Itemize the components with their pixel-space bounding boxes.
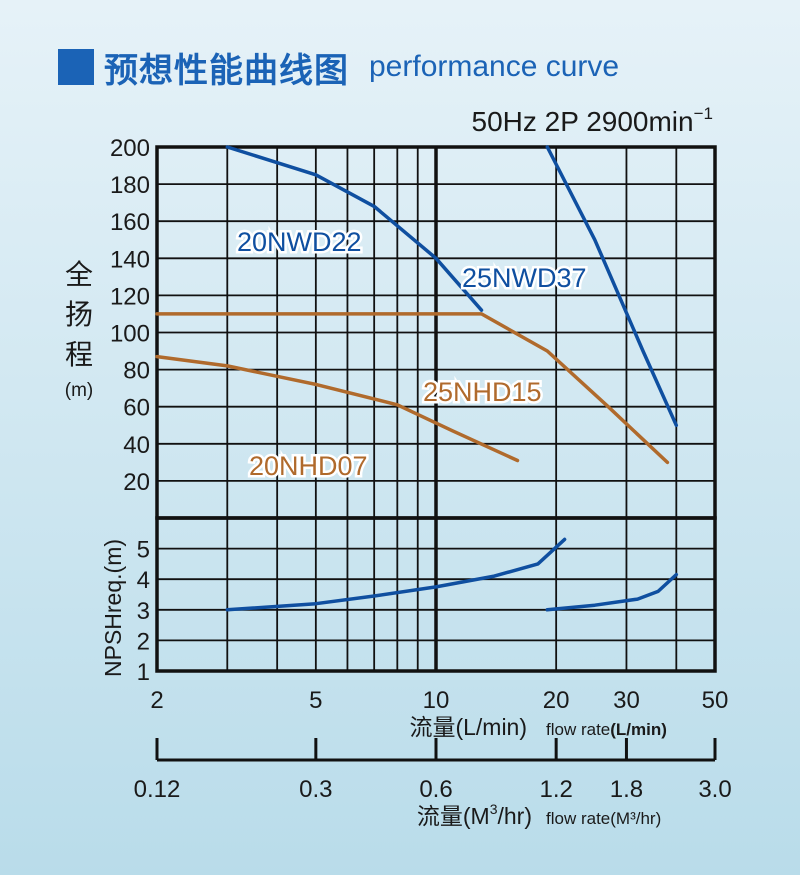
x2-label-unit: (M [463, 803, 490, 829]
x-tick: 50 [702, 687, 729, 714]
x-label-cn: 流量 [409, 715, 455, 741]
x-label-en-unit: (L/min) [610, 720, 667, 739]
head-label-unit: (m) [65, 380, 93, 401]
x2-tick-label: 0.6 [419, 776, 452, 803]
x2-tick-label: 1.2 [539, 776, 572, 803]
x2-label-cn: 流量 [417, 804, 463, 830]
operating-condition: 50Hz 2P 2900min−1 [472, 104, 713, 137]
head-y-tick: 100 [110, 321, 150, 348]
head-y-tick: 80 [123, 358, 150, 385]
curve-25nhd15 [155, 312, 670, 465]
x2-axis: 0.12 0.3 0.6 1.2 1.8 3.0 [134, 738, 732, 803]
label-25nwd37: 25NWD37 [462, 263, 587, 293]
npsh-curves [225, 537, 679, 612]
head-y-tick: 140 [110, 246, 150, 273]
npsh-axis-label: NPSHreq.(m) [100, 539, 126, 677]
x2-axis-label: 流量(M3/hr) flow rate(M³/hr) [417, 801, 661, 830]
head-label-char-2: 扬 [65, 298, 93, 331]
head-label-char-1: 全 [65, 258, 93, 291]
x-tick: 30 [613, 687, 640, 714]
curve-20nwd22 [225, 145, 484, 312]
head-y-tick: 40 [123, 432, 150, 459]
label-20nhd07: 20NHD07 [249, 451, 368, 481]
x2-tick-label: 0.3 [299, 776, 332, 803]
npsh-y-tick: 2 [137, 628, 150, 655]
head-axis-label: 全 扬 程 (m) [65, 258, 93, 401]
npsh-grid [155, 516, 717, 673]
curve-25nwd37 [545, 145, 679, 428]
label-25nhd15: 25NHD15 [423, 377, 542, 407]
head-grid [155, 145, 717, 520]
npsh-frame [155, 516, 717, 673]
x2-tick-label: 1.8 [610, 776, 643, 803]
x2-label-en-unit: (M³/hr) [610, 809, 661, 828]
svg-text:流量(L/min): 流量(L/min) [409, 714, 527, 741]
x-label-unit: (L/min) [455, 714, 527, 740]
x2-tick-label: 0.12 [134, 776, 181, 803]
npsh-y-tick: 3 [137, 598, 150, 625]
head-y-tick: 60 [123, 395, 150, 422]
head-y-tick: 200 [110, 135, 150, 162]
npsh-y-tick: 1 [137, 659, 150, 686]
x-tick: 5 [309, 687, 322, 714]
chart-title-cn: 预想性能曲线图 [104, 50, 349, 91]
label-20nwd22: 20NWD22 [237, 227, 362, 257]
head-y-tick: 160 [110, 209, 150, 236]
head-label-char-3: 程 [65, 338, 93, 371]
svg-text:flow rate(M³/hr): flow rate(M³/hr) [546, 809, 661, 828]
svg-text:流量(M3/hr): 流量(M3/hr) [417, 801, 532, 830]
x-label-en: flow rate [546, 720, 610, 739]
chart-header: 预想性能曲线图 performance curve [58, 44, 620, 91]
x-tick: 20 [543, 687, 570, 714]
head-y-tick: 180 [110, 172, 150, 199]
head-y-tick: 20 [123, 469, 150, 496]
x-axis-label: 流量(L/min) flow rate(L/min) [409, 714, 666, 741]
title-square-icon [58, 49, 94, 85]
x2-tick-label: 3.0 [698, 776, 731, 803]
curve-npsh-20 [225, 537, 567, 612]
x-tick: 2 [150, 687, 163, 714]
npsh-y-tick: 4 [137, 567, 150, 594]
npsh-y-tick: 5 [137, 537, 150, 564]
x2-label-en: flow rate [546, 809, 610, 828]
curve-npsh-25 [545, 572, 679, 612]
head-curves [155, 145, 679, 465]
svg-text:flow rate(L/min): flow rate(L/min) [546, 720, 667, 739]
head-curve-labels: 20NWD22 25NWD37 25NHD15 20NHD07 [235, 225, 590, 484]
chart-title-en: performance curve [369, 50, 620, 83]
head-y-tick: 120 [110, 283, 150, 310]
x-tick: 10 [423, 687, 450, 714]
curve-20nhd07 [155, 354, 520, 463]
